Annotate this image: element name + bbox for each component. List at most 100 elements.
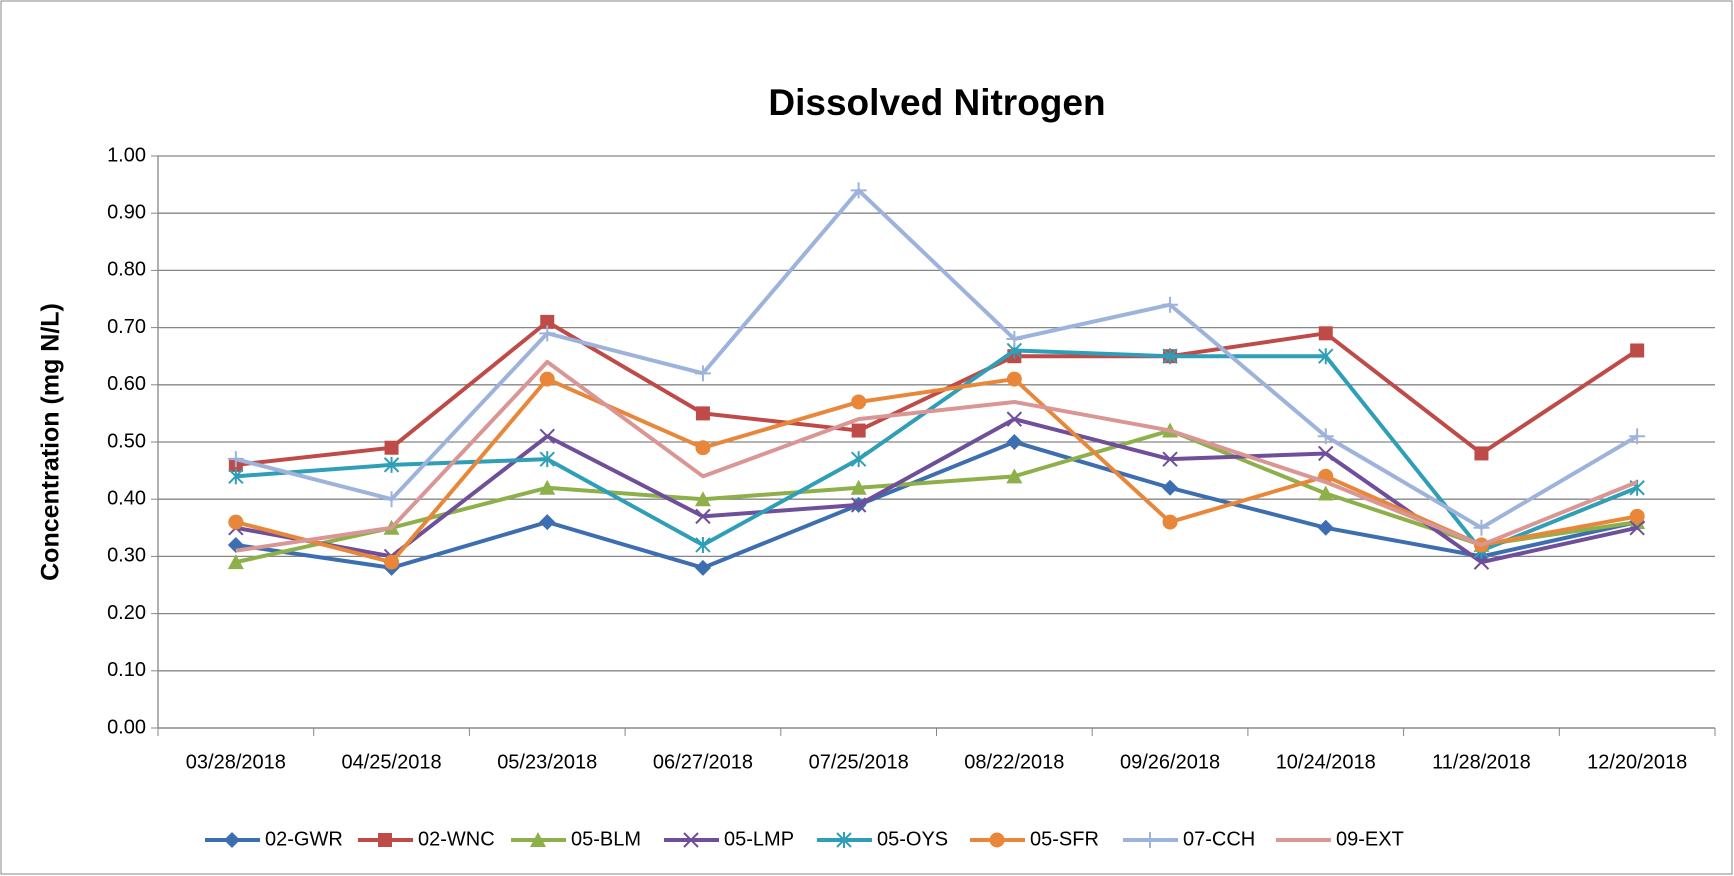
marker: [850, 451, 867, 468]
marker: [694, 559, 711, 576]
marker: [539, 371, 555, 387]
legend-label: 02-GWR: [265, 828, 343, 850]
legend-label: 05-OYS: [877, 828, 948, 850]
chart-title: Dissolved Nitrogen: [768, 82, 1105, 123]
marker: [1318, 348, 1334, 365]
x-tick-label: 08/22/2018: [964, 751, 1064, 773]
marker: [1006, 371, 1022, 387]
marker: [1006, 434, 1023, 450]
marker: [1006, 331, 1023, 348]
y-tick-label: 0.60: [107, 373, 146, 395]
marker: [851, 394, 867, 410]
marker: [694, 491, 711, 507]
marker: [1006, 468, 1023, 484]
marker: [695, 508, 711, 525]
x-tick-label: 11/28/2018: [1432, 751, 1531, 773]
marker: [1318, 326, 1333, 341]
marker: [695, 536, 711, 553]
marker: [384, 440, 399, 455]
marker: [378, 833, 392, 847]
y-tick-label: 0.50: [107, 430, 146, 452]
marker: [836, 832, 852, 848]
legend-label: 09-EXT: [1336, 828, 1404, 850]
marker: [228, 468, 244, 485]
y-tick-label: 0.10: [107, 659, 146, 681]
marker: [1006, 411, 1023, 427]
marker: [695, 440, 711, 456]
x-tick-label: 05/23/2018: [497, 751, 597, 773]
marker: [383, 456, 400, 473]
marker: [1629, 428, 1646, 445]
marker: [683, 832, 699, 848]
legend-label: 05-LMP: [724, 828, 794, 850]
y-tick-label: 1.00: [107, 144, 146, 166]
marker: [850, 479, 867, 495]
marker: [1317, 519, 1334, 536]
x-tick-label: 03/28/2018: [186, 751, 286, 773]
series-line: [235, 348, 1638, 553]
legend-label: 05-SFR: [1030, 828, 1099, 850]
marker: [224, 832, 240, 848]
marker: [989, 832, 1005, 848]
marker: [539, 514, 556, 531]
marker: [227, 554, 244, 570]
legend-label: 05-BLM: [571, 828, 641, 850]
y-tick-label: 0.90: [107, 201, 146, 223]
marker: [1474, 446, 1489, 461]
marker: [1142, 832, 1158, 848]
marker: [1317, 485, 1334, 501]
y-tick-label: 0.70: [107, 316, 146, 338]
y-tick-label: 0.30: [107, 545, 146, 567]
marker: [1318, 445, 1334, 462]
y-tick-label: 0.40: [107, 487, 146, 509]
marker: [851, 423, 866, 438]
y-tick-label: 0.00: [107, 716, 146, 738]
legend-label: 02-WNC: [418, 828, 495, 850]
marker: [850, 497, 867, 513]
y-axis-label: Concentration (mg N/L): [37, 303, 65, 581]
series-line: [235, 359, 1638, 553]
x-tick-label: 07/25/2018: [809, 751, 909, 773]
marker: [540, 314, 555, 329]
marker: [227, 451, 244, 468]
marker: [695, 406, 710, 421]
marker: [383, 491, 400, 508]
x-tick-label: 12/20/2018: [1587, 751, 1687, 773]
marker: [1162, 451, 1178, 467]
x-tick-label: 04/25/2018: [341, 751, 441, 773]
marker: [530, 832, 546, 847]
series-line: [235, 417, 1638, 565]
marker: [539, 479, 556, 495]
marker: [539, 325, 556, 342]
marker: [228, 514, 244, 530]
marker: [1630, 343, 1645, 358]
marker: [1629, 508, 1645, 524]
marker: [1473, 554, 1490, 570]
series-line: [235, 440, 1638, 570]
marker: [850, 182, 867, 199]
marker: [694, 365, 711, 382]
marker: [1162, 348, 1178, 365]
marker: [1162, 479, 1179, 496]
marker: [1473, 519, 1490, 536]
x-tick-label: 06/27/2018: [653, 751, 753, 773]
y-tick-label: 0.80: [107, 259, 146, 281]
y-tick-label: 0.20: [107, 602, 146, 624]
marker: [1629, 520, 1645, 536]
marker: [539, 428, 555, 444]
series-line: [235, 377, 1638, 565]
marker: [1162, 296, 1179, 313]
series-line: [235, 188, 1639, 530]
series-line: [235, 428, 1638, 565]
x-tick-label: 09/26/2018: [1120, 751, 1220, 773]
x-tick-label: 10/24/2018: [1276, 751, 1376, 773]
marker: [539, 451, 555, 468]
series-line: [235, 319, 1639, 467]
legend-label: 07-CCH: [1183, 828, 1255, 850]
marker: [1162, 514, 1178, 530]
marker: [384, 554, 400, 570]
marker: [1317, 428, 1334, 445]
